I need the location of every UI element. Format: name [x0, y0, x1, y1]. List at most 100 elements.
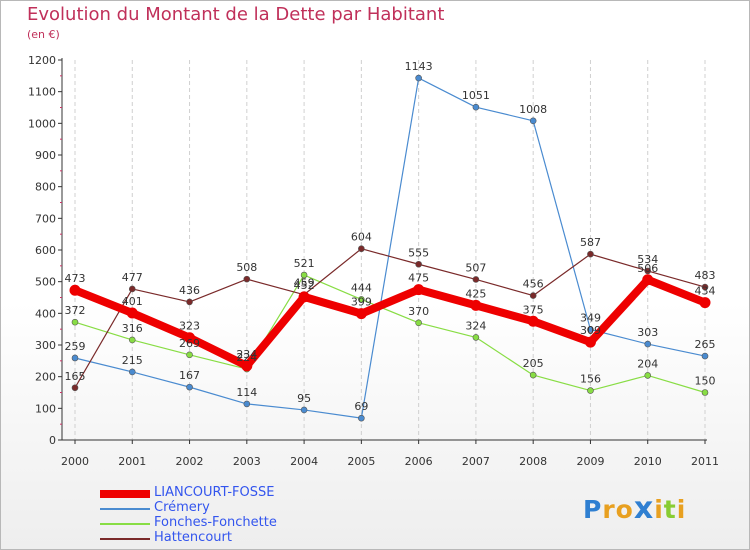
data-point — [415, 260, 422, 268]
data-label: 473 — [65, 272, 86, 285]
logo-letter: i — [676, 495, 687, 524]
legend-label: Hattencourt — [154, 530, 232, 545]
data-point — [128, 368, 136, 376]
data-label: 508 — [236, 261, 257, 274]
data-point — [184, 332, 196, 344]
x-tick-label: 2010 — [634, 455, 662, 468]
data-label: 323 — [179, 320, 200, 333]
data-label: 1143 — [405, 60, 433, 73]
data-point — [699, 297, 711, 309]
legend-swatch — [100, 523, 150, 525]
proxiti-logo: Proxiti — [583, 491, 686, 526]
y-tick-label: 200 — [35, 371, 56, 384]
x-tick-label: 2009 — [576, 455, 604, 468]
data-label: 1051 — [462, 89, 490, 102]
data-point — [186, 298, 193, 306]
data-label: 506 — [637, 262, 658, 275]
y-tick-label: 700 — [35, 212, 56, 225]
data-label: 114 — [236, 386, 257, 399]
chart-subtitle: (en €) — [27, 28, 60, 41]
x-tick-label: 2002 — [176, 455, 204, 468]
y-tick-label: 1200 — [28, 54, 56, 67]
data-label: 205 — [523, 357, 544, 370]
data-point — [298, 291, 310, 303]
x-tick-label: 2005 — [347, 455, 375, 468]
data-point — [472, 103, 480, 111]
data-label: 69 — [354, 400, 368, 413]
data-point — [701, 283, 709, 291]
data-label: 452 — [294, 279, 315, 292]
series-line-1 — [74, 77, 706, 419]
data-point — [701, 389, 709, 396]
data-point — [644, 372, 652, 379]
data-point — [128, 336, 136, 344]
legend-item: Crémery — [100, 500, 360, 516]
data-label: 324 — [465, 319, 486, 332]
data-point — [472, 276, 480, 283]
data-label: 434 — [695, 285, 716, 298]
data-point — [241, 360, 253, 372]
legend-swatch — [100, 508, 150, 510]
data-point — [529, 117, 537, 125]
data-label: 444 — [351, 281, 372, 294]
y-tick-label: 1100 — [28, 86, 56, 99]
data-label: 604 — [351, 231, 372, 244]
x-tick-label: 2006 — [405, 455, 433, 468]
data-label: 534 — [637, 253, 658, 266]
data-point — [587, 387, 594, 394]
data-point — [71, 318, 79, 326]
data-label: 436 — [179, 284, 200, 297]
data-label: 269 — [179, 337, 200, 350]
data-label: 521 — [294, 257, 315, 270]
x-tick-label: 2008 — [519, 455, 547, 468]
logo-letter: o — [615, 495, 634, 524]
data-point — [644, 340, 652, 348]
y-tick-label: 900 — [35, 149, 56, 162]
logo-letter: x — [633, 491, 655, 526]
data-point — [126, 307, 138, 319]
legend-item: Hattencourt — [100, 530, 360, 546]
data-label: 370 — [408, 305, 429, 318]
y-tick-label: 400 — [35, 307, 56, 320]
logo-letter: i — [654, 495, 664, 524]
legend-item: Fonches-Fonchette — [100, 515, 360, 531]
data-point — [186, 351, 193, 359]
data-point — [358, 245, 365, 253]
data-label: 265 — [695, 338, 716, 351]
data-point — [642, 274, 654, 286]
data-point — [415, 319, 422, 327]
data-label: 150 — [695, 375, 716, 388]
data-point — [71, 354, 79, 362]
data-point — [243, 275, 251, 283]
legend-swatch — [100, 490, 150, 498]
logo-letter: P — [583, 495, 603, 524]
data-point — [69, 284, 81, 296]
y-tick-label: 0 — [49, 434, 56, 447]
data-point — [527, 315, 539, 327]
series-line-3 — [74, 248, 706, 389]
data-label: 234 — [236, 348, 257, 361]
data-label: 477 — [122, 271, 143, 284]
x-tick-label: 2000 — [61, 455, 89, 468]
data-point — [300, 271, 308, 279]
data-point — [415, 74, 422, 82]
data-label: 375 — [523, 303, 544, 316]
data-point — [358, 414, 365, 422]
data-label: 372 — [65, 304, 86, 317]
data-label: 507 — [465, 261, 486, 274]
data-label: 349 — [580, 311, 601, 324]
data-label: 587 — [580, 236, 601, 249]
data-point — [71, 384, 79, 392]
data-label: 1008 — [519, 103, 547, 116]
data-point — [587, 250, 594, 258]
data-point — [644, 267, 652, 275]
x-tick-label: 2011 — [691, 455, 719, 468]
data-label: 555 — [408, 246, 429, 259]
x-tick-label: 2007 — [462, 455, 490, 468]
data-label: 425 — [465, 287, 486, 300]
y-tick-label: 300 — [35, 339, 56, 352]
data-label: 259 — [65, 340, 86, 353]
data-label: 399 — [351, 296, 372, 309]
